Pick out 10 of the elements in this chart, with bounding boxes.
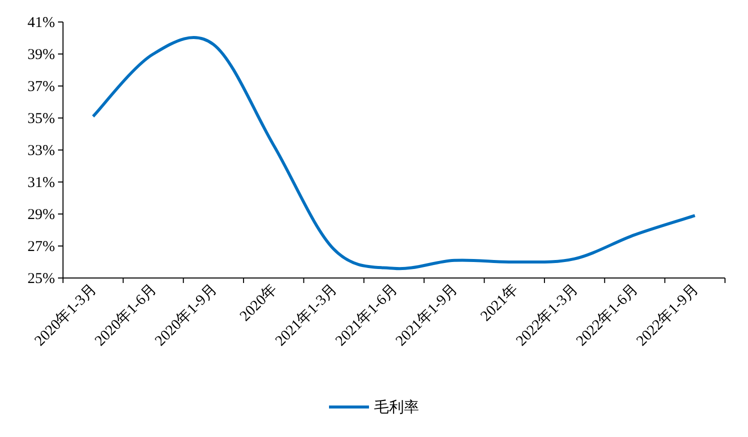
y-tick-label: 35% xyxy=(28,111,55,127)
y-tick-label: 41% xyxy=(28,15,55,31)
y-tick-label: 31% xyxy=(28,175,55,191)
y-tick-label: 25% xyxy=(28,271,55,287)
y-tick-label: 37% xyxy=(28,79,55,95)
y-tick-label: 27% xyxy=(28,239,55,255)
y-tick-label: 33% xyxy=(28,143,55,159)
y-tick-label: 39% xyxy=(28,47,55,63)
y-tick-label: 29% xyxy=(28,207,55,223)
legend-label: 毛利率 xyxy=(374,399,419,416)
